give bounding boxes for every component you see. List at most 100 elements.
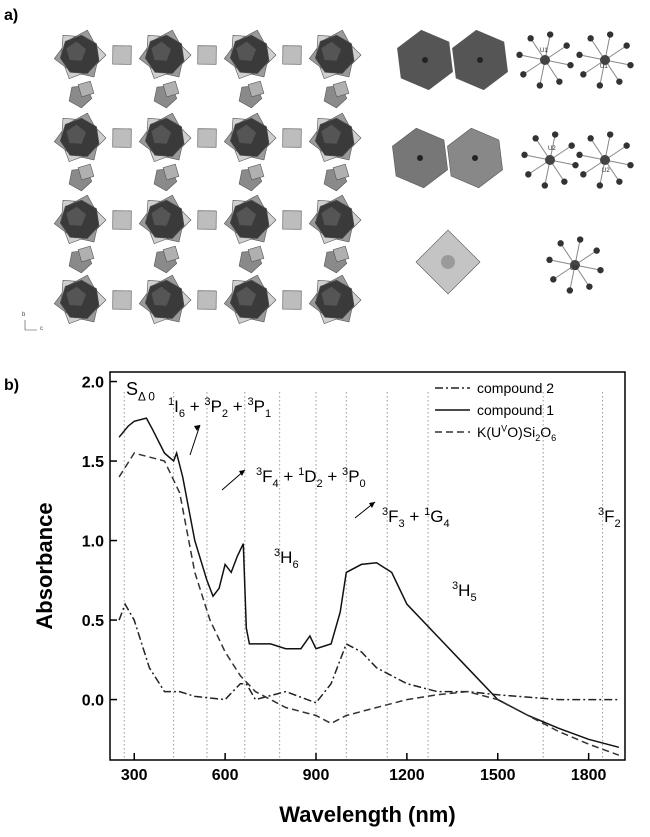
text-segment: + bbox=[228, 397, 247, 416]
atom bbox=[422, 57, 428, 63]
atom bbox=[567, 61, 574, 69]
series-line bbox=[118, 452, 620, 756]
text-segment: H bbox=[458, 581, 470, 600]
cell-axis-label: c bbox=[40, 326, 43, 332]
atom bbox=[546, 31, 554, 38]
atom bbox=[563, 42, 570, 49]
atom bbox=[576, 236, 584, 243]
atom-label: U1 bbox=[600, 64, 608, 70]
text-segment: 6 bbox=[551, 433, 556, 443]
chart: 300 600 900 1200 1500 1800 0.0 0.5 1.0 1.5 2.0 Wave… bbox=[32, 371, 626, 827]
text-segment: + bbox=[323, 467, 342, 486]
annotation: 3H6 bbox=[274, 547, 299, 571]
text-segment: compound 1 bbox=[477, 402, 554, 418]
x-tick-label: 300 bbox=[121, 767, 148, 784]
annotation-arrow bbox=[189, 424, 201, 456]
text-segment: 3 bbox=[598, 506, 604, 518]
arrow-head bbox=[239, 470, 245, 476]
atom bbox=[587, 35, 594, 42]
text-segment: O)Si bbox=[507, 424, 535, 440]
x-tick-label: 1200 bbox=[389, 767, 425, 784]
text-segment: 3 bbox=[382, 506, 388, 518]
atom bbox=[627, 61, 634, 69]
atom bbox=[477, 57, 483, 63]
polyhedron bbox=[66, 286, 87, 306]
polyhedron bbox=[247, 245, 265, 263]
text-segment: 6 bbox=[292, 559, 298, 571]
text-segment: 2 bbox=[535, 433, 540, 443]
atom bbox=[566, 287, 574, 294]
atom bbox=[572, 161, 579, 169]
atom bbox=[596, 182, 604, 189]
text-segment: + bbox=[405, 507, 424, 526]
polyhedron bbox=[282, 210, 302, 230]
text-segment: 1 bbox=[424, 506, 430, 518]
atom bbox=[516, 51, 523, 59]
atom bbox=[546, 256, 553, 264]
atom bbox=[521, 151, 528, 159]
x-axis-label: Wavelength (nm) bbox=[279, 802, 455, 827]
atom bbox=[532, 135, 539, 142]
polyhedron bbox=[151, 206, 172, 226]
text-segment: 3 bbox=[399, 518, 405, 530]
polyhedron bbox=[77, 163, 95, 181]
text-segment: 5 bbox=[470, 592, 476, 604]
polyhedron bbox=[66, 124, 87, 144]
text-segment: D bbox=[304, 467, 316, 486]
text-segment: Δ 0 bbox=[138, 390, 155, 403]
arrow-head bbox=[369, 502, 375, 508]
atom bbox=[616, 78, 623, 85]
text-segment: 1 bbox=[298, 466, 304, 478]
atom bbox=[627, 161, 634, 169]
annotation: 3F4 + 1D2 + 3P0 bbox=[256, 466, 366, 490]
x-tick-label: 900 bbox=[303, 767, 330, 784]
polyhedron bbox=[247, 80, 265, 98]
polyhedron bbox=[236, 41, 257, 61]
atom bbox=[540, 55, 550, 65]
text-segment: 2 bbox=[615, 518, 621, 530]
text-segment: P bbox=[254, 397, 265, 416]
text-segment: 4 bbox=[443, 518, 449, 530]
text-segment: 1 bbox=[265, 408, 271, 420]
text-segment: + bbox=[185, 397, 204, 416]
atom bbox=[550, 276, 557, 283]
atom-label: U2 bbox=[602, 168, 610, 174]
polyhedron bbox=[197, 290, 217, 310]
atom bbox=[606, 131, 614, 138]
atom bbox=[525, 171, 532, 178]
polyhedron bbox=[321, 41, 342, 61]
y-tick-label: 1.5 bbox=[82, 454, 104, 471]
atom bbox=[570, 260, 580, 270]
polyhedron bbox=[151, 41, 172, 61]
x-tick-label: 600 bbox=[212, 767, 239, 784]
text-segment: F bbox=[388, 507, 398, 526]
y-tick-label: 1.0 bbox=[82, 534, 104, 551]
atom bbox=[576, 51, 583, 59]
crystal-structure: b c U1 U1 U2 U2 U3 bbox=[22, 29, 634, 332]
polyhedron bbox=[332, 245, 350, 263]
atom bbox=[551, 131, 559, 138]
polyhedron bbox=[236, 124, 257, 144]
y-tick-label: 0.5 bbox=[82, 613, 104, 630]
polyhedron bbox=[236, 286, 257, 306]
text-segment: K(U bbox=[477, 424, 501, 440]
text-segment: + bbox=[279, 467, 298, 486]
series-line bbox=[118, 417, 620, 749]
text-segment: F bbox=[262, 467, 272, 486]
text-segment: V bbox=[501, 423, 508, 433]
legend-label: compound 2 bbox=[477, 380, 554, 396]
x-tick-label: 1800 bbox=[571, 767, 607, 784]
arrow-head bbox=[194, 425, 200, 431]
atom bbox=[600, 55, 610, 65]
polyhedron bbox=[332, 163, 350, 181]
y-tick-label: 0.0 bbox=[82, 693, 104, 710]
atom bbox=[520, 71, 527, 78]
polyhedron bbox=[112, 128, 132, 148]
atom bbox=[623, 42, 630, 49]
atom bbox=[587, 135, 594, 142]
annotation: 3F3 + 1G4 bbox=[382, 506, 450, 530]
atom bbox=[616, 178, 623, 185]
text-segment: 4 bbox=[273, 478, 279, 490]
atom bbox=[593, 247, 600, 254]
cell-axis-label: b bbox=[22, 312, 26, 318]
